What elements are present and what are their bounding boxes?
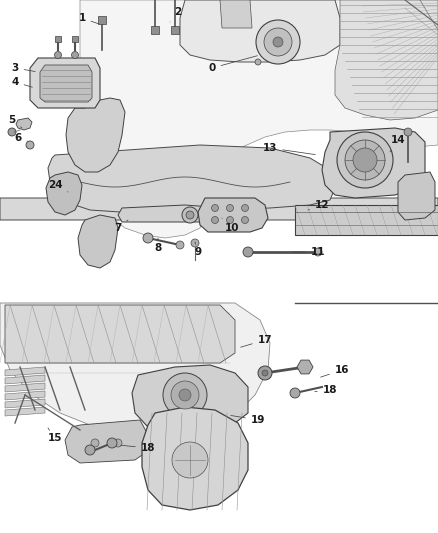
Text: 24: 24 <box>48 180 68 192</box>
Text: 14: 14 <box>390 135 405 152</box>
Circle shape <box>176 241 184 249</box>
Text: 9: 9 <box>194 242 201 257</box>
Circle shape <box>26 141 34 149</box>
Circle shape <box>212 216 219 223</box>
Polygon shape <box>322 128 425 198</box>
Circle shape <box>255 59 261 65</box>
Polygon shape <box>5 391 45 400</box>
Text: 12: 12 <box>308 200 329 210</box>
Polygon shape <box>335 0 438 120</box>
Circle shape <box>85 445 95 455</box>
Polygon shape <box>40 65 92 102</box>
Polygon shape <box>212 0 230 35</box>
Circle shape <box>226 216 233 223</box>
Polygon shape <box>234 0 252 35</box>
Circle shape <box>241 205 248 212</box>
Text: 11: 11 <box>293 247 325 257</box>
Polygon shape <box>5 383 45 392</box>
Bar <box>98 16 106 24</box>
Text: 18: 18 <box>315 385 337 395</box>
Bar <box>55 36 61 42</box>
Polygon shape <box>190 0 208 35</box>
Polygon shape <box>297 360 313 374</box>
Polygon shape <box>118 205 232 222</box>
Circle shape <box>91 439 99 447</box>
Circle shape <box>171 381 199 409</box>
Polygon shape <box>5 407 45 416</box>
Polygon shape <box>256 0 274 35</box>
Text: 4: 4 <box>11 77 32 87</box>
Circle shape <box>243 247 253 257</box>
Text: 1: 1 <box>78 13 99 24</box>
Polygon shape <box>46 172 82 215</box>
Polygon shape <box>5 375 45 384</box>
Polygon shape <box>142 407 248 510</box>
Text: 16: 16 <box>321 365 349 377</box>
Circle shape <box>262 370 268 376</box>
Bar <box>151 26 159 34</box>
Circle shape <box>172 442 208 478</box>
Polygon shape <box>132 365 248 433</box>
Circle shape <box>258 366 272 380</box>
Polygon shape <box>66 98 125 172</box>
Polygon shape <box>65 420 148 463</box>
Circle shape <box>143 233 153 243</box>
Text: 19: 19 <box>231 415 265 425</box>
Text: 17: 17 <box>240 335 272 347</box>
Polygon shape <box>198 198 268 232</box>
Circle shape <box>256 20 300 64</box>
Text: 5: 5 <box>8 115 22 128</box>
Polygon shape <box>220 0 252 28</box>
Circle shape <box>290 388 300 398</box>
Circle shape <box>186 211 194 219</box>
Bar <box>0 278 438 296</box>
Text: 2: 2 <box>170 7 182 22</box>
Bar <box>72 36 78 42</box>
Text: 18: 18 <box>121 443 155 453</box>
Circle shape <box>54 52 61 59</box>
Bar <box>171 26 179 34</box>
Polygon shape <box>78 215 118 268</box>
Polygon shape <box>295 205 438 235</box>
Circle shape <box>182 207 198 223</box>
Polygon shape <box>398 172 435 220</box>
Polygon shape <box>48 145 335 212</box>
Polygon shape <box>30 58 100 108</box>
Text: 3: 3 <box>11 63 35 73</box>
Circle shape <box>264 28 292 56</box>
Polygon shape <box>5 399 45 408</box>
Polygon shape <box>278 0 296 35</box>
Circle shape <box>191 239 199 247</box>
Circle shape <box>241 216 248 223</box>
Text: 8: 8 <box>154 238 162 253</box>
Text: 13: 13 <box>263 143 315 155</box>
Circle shape <box>107 438 117 448</box>
Text: 7: 7 <box>114 220 128 233</box>
Circle shape <box>8 128 16 136</box>
Text: 10: 10 <box>222 218 239 233</box>
Circle shape <box>212 205 219 212</box>
Text: 6: 6 <box>14 133 27 143</box>
Circle shape <box>353 148 377 172</box>
Circle shape <box>314 248 322 256</box>
Text: 0: 0 <box>208 56 257 73</box>
Circle shape <box>337 132 393 188</box>
Circle shape <box>273 37 283 47</box>
Polygon shape <box>80 0 438 238</box>
Polygon shape <box>5 367 45 376</box>
Circle shape <box>345 140 385 180</box>
Circle shape <box>71 52 78 59</box>
Circle shape <box>179 389 191 401</box>
Circle shape <box>226 205 233 212</box>
Polygon shape <box>180 0 340 62</box>
Polygon shape <box>5 305 235 363</box>
Polygon shape <box>0 198 438 220</box>
Circle shape <box>404 128 412 136</box>
Polygon shape <box>0 303 270 435</box>
Circle shape <box>114 439 122 447</box>
Polygon shape <box>16 118 32 130</box>
Circle shape <box>163 373 207 417</box>
Text: 15: 15 <box>48 428 62 443</box>
